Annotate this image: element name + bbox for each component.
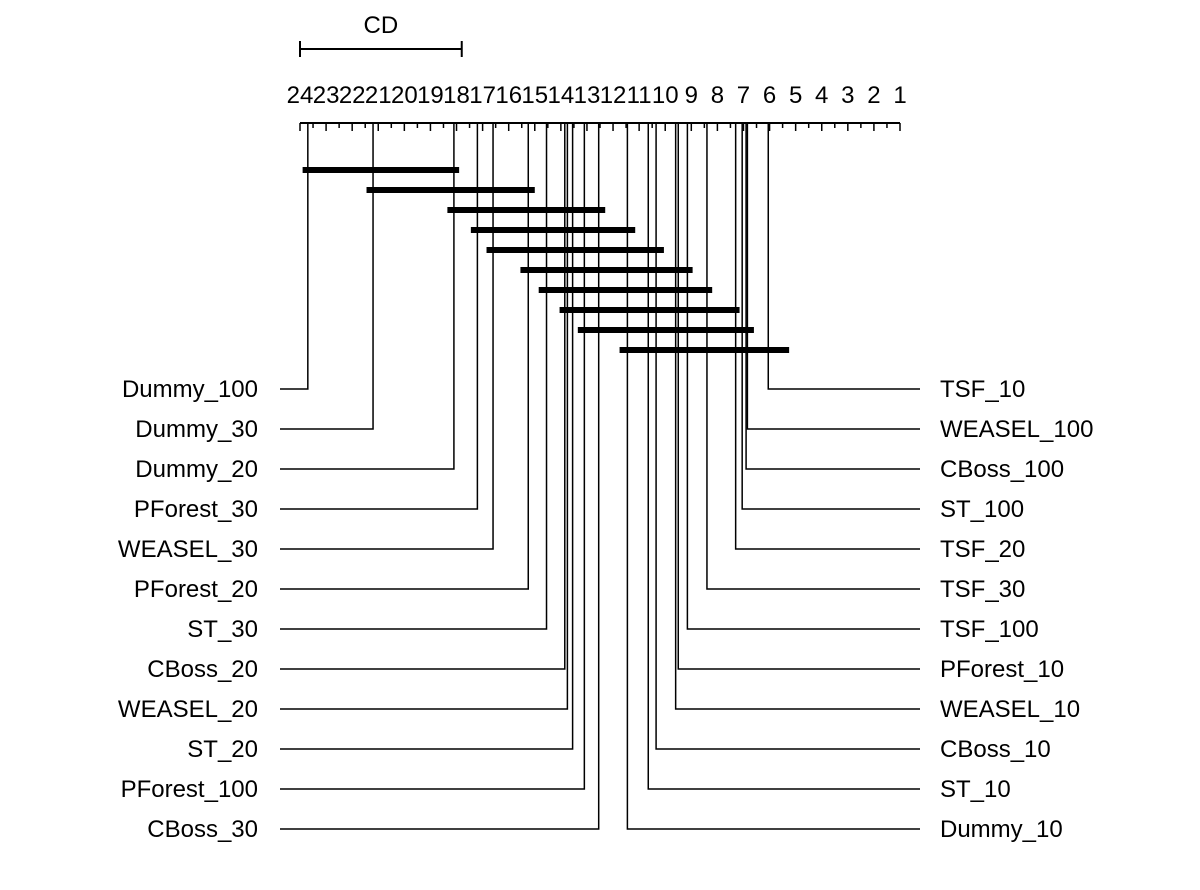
method-label: ST_20 [187, 736, 258, 763]
method-label: ST_100 [940, 496, 1024, 523]
method-label: PForest_100 [121, 776, 258, 803]
method-connector [734, 123, 920, 550]
method-label: TSF_30 [940, 576, 1025, 603]
method-connector [280, 123, 455, 470]
method-label: WEASEL_20 [118, 696, 258, 723]
method-connector [674, 123, 920, 710]
axis-tick-label: 24 [287, 82, 314, 109]
axis-tick-label: 16 [495, 82, 522, 109]
method-label: ST_30 [187, 616, 258, 643]
method-label: TSF_10 [940, 376, 1025, 403]
rank-axis: 24 23 22 21 20 19 18 17 16 15 14 13 12 11 10 9 8 7 6 5 4 3 2 1 [287, 82, 907, 131]
method-label: CBoss_100 [940, 456, 1064, 483]
axis-tick-label: 8 [711, 82, 724, 109]
method-label: Dummy_100 [122, 376, 258, 403]
method-label: TSF_100 [940, 616, 1039, 643]
method-connector [767, 123, 920, 390]
method-label: Dummy_10 [940, 816, 1063, 843]
method-label: WEASEL_10 [940, 696, 1080, 723]
cd-bar-group: CD [299, 12, 463, 57]
axis-tick-label: 9 [685, 82, 698, 109]
method-connector [280, 123, 566, 670]
axis-tick-label: 12 [600, 82, 627, 109]
method-connector [280, 123, 479, 510]
method-connector [280, 123, 309, 390]
method-connector [745, 123, 920, 470]
axis-tick-label: 11 [627, 82, 652, 109]
axis-tick-label: 13 [574, 82, 601, 109]
method-labels: Dummy_100 Dummy_30 Dummy_20 PForest_30 WEASE… [118, 376, 1094, 843]
axis-tick-label: 10 [652, 82, 679, 109]
method-label: Dummy_20 [135, 456, 258, 483]
axis-tick-label: 18 [443, 82, 470, 109]
axis-tick-label: 7 [737, 82, 750, 109]
axis-tick-label: 5 [789, 82, 802, 109]
method-label: CBoss_30 [147, 816, 258, 843]
axis-tick-label: 3 [841, 82, 854, 109]
method-connector [280, 123, 600, 830]
method-connector [677, 123, 920, 670]
method-label: CBoss_10 [940, 736, 1051, 763]
axis-tick-label: 4 [815, 82, 828, 109]
axis-tick-label: 15 [521, 82, 548, 109]
method-connector [686, 123, 920, 630]
axis-tick-label: 6 [763, 82, 776, 109]
method-connector [626, 123, 920, 830]
method-connector [706, 123, 920, 590]
method-label: TSF_20 [940, 536, 1025, 563]
method-connector [280, 123, 569, 710]
method-connector [746, 123, 920, 430]
method-label: Dummy_30 [135, 416, 258, 443]
method-label: ST_10 [940, 776, 1011, 803]
axis-tick-label: 21 [365, 82, 392, 109]
method-connector [280, 123, 548, 630]
method-connector [280, 123, 574, 750]
method-connector [280, 123, 374, 430]
axis-tick-label: 22 [339, 82, 366, 109]
method-connectors [280, 123, 920, 830]
method-connector [655, 123, 920, 750]
axis-tick-label: 23 [313, 82, 340, 109]
method-label: WEASEL_100 [940, 416, 1093, 443]
axis-tick-label: 2 [867, 82, 880, 109]
axis-tick-label: 1 [893, 82, 906, 109]
axis-tick-label: 19 [417, 82, 444, 109]
axis-tick-label: 14 [548, 82, 575, 109]
method-label: PForest_30 [134, 496, 258, 523]
method-label: PForest_20 [134, 576, 258, 603]
cd-label: CD [364, 12, 399, 39]
axis-tick-label: 20 [391, 82, 418, 109]
method-connector [647, 123, 920, 790]
method-connector [280, 123, 530, 590]
method-label: WEASEL_30 [118, 536, 258, 563]
method-label: PForest_10 [940, 656, 1064, 683]
method-connector [280, 123, 586, 790]
method-label: CBoss_20 [147, 656, 258, 683]
method-connector [280, 123, 494, 550]
axis-tick-label: 17 [469, 82, 496, 109]
method-connector [741, 123, 920, 510]
